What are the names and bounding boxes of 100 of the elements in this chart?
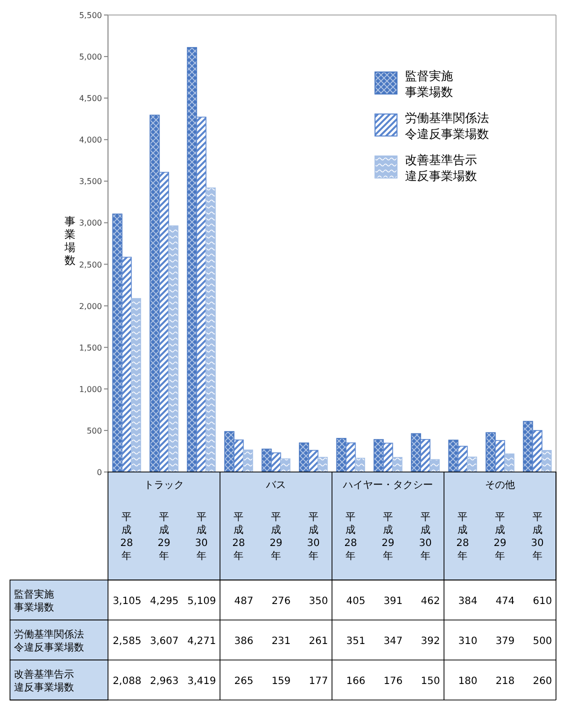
y-tick-label: 1,500	[79, 343, 102, 352]
text: その他	[485, 479, 515, 491]
data-label: 166	[346, 676, 366, 687]
x-tick-label: 平成30年	[418, 512, 432, 562]
bar	[280, 458, 290, 472]
bar	[346, 442, 356, 472]
y-axis-title: 事業場数	[64, 215, 76, 267]
bar	[270, 452, 282, 472]
data-label: 379	[496, 636, 515, 647]
bar	[494, 440, 506, 472]
data-label: 2,088	[112, 676, 142, 687]
y-tick-label: 5,500	[79, 11, 102, 20]
text: ハイヤー・タクシー	[342, 480, 433, 491]
bar	[186, 47, 198, 472]
bar	[234, 440, 244, 472]
data-label: 4,271	[187, 636, 216, 647]
bar	[430, 459, 440, 472]
x-tick-label: 平成28年	[120, 512, 134, 562]
data-label: 231	[272, 636, 291, 647]
x-tick-label: 平成29年	[382, 512, 394, 562]
bar	[504, 453, 514, 472]
y-tick-label: 0	[96, 468, 102, 477]
data-label: 610	[532, 596, 552, 607]
bar	[410, 433, 422, 472]
y-tick-label: 500	[86, 426, 102, 436]
y-tick-label: 3,000	[79, 218, 102, 228]
bar	[150, 114, 160, 472]
legend-label: 改善基準告示違反事業場数	[405, 153, 477, 183]
x-tick-label: 平成30年	[530, 512, 544, 562]
data-label: 405	[346, 596, 366, 607]
y-tick-label: 2,500	[79, 260, 102, 270]
x-tick-label: 平成29年	[270, 512, 282, 562]
bar	[112, 214, 122, 472]
data-label: 265	[234, 676, 254, 687]
bar	[122, 256, 132, 472]
data-label: 391	[384, 596, 403, 607]
y-tick-label: 4,000	[79, 136, 102, 145]
y-tick-label: 1,000	[79, 384, 102, 394]
data-label: 386	[234, 636, 254, 647]
y-tick-label: 5,000	[79, 52, 102, 62]
bar	[542, 450, 552, 472]
data-label: 347	[384, 636, 403, 647]
bar	[206, 188, 216, 472]
data-label: 176	[384, 676, 403, 687]
data-label: 500	[532, 636, 552, 647]
bar	[354, 458, 366, 472]
bar	[298, 442, 310, 472]
y-tick-label: 2,000	[79, 302, 102, 311]
data-label: 384	[458, 596, 478, 607]
bar	[522, 420, 534, 472]
data-label: 351	[346, 636, 366, 647]
data-label: 487	[234, 596, 254, 607]
bar	[242, 450, 254, 472]
x-tick-label: 平成28年	[232, 512, 246, 562]
data-label: 159	[272, 676, 291, 687]
bar	[466, 456, 478, 472]
text: トラック	[144, 480, 184, 491]
x-tick-label: 平成28年	[344, 512, 358, 562]
y-tick-label: 3,500	[79, 177, 102, 186]
data-label: 474	[496, 596, 515, 607]
bar	[168, 225, 178, 472]
data-label: 261	[308, 636, 328, 647]
x-tick-label: 平成30年	[306, 512, 320, 562]
x-tick-label: 平成29年	[494, 512, 506, 562]
y-tick-label: 4,500	[79, 94, 102, 104]
legend-label: 労働基準関係法令違反事業場数	[405, 111, 489, 141]
bar	[382, 442, 394, 472]
text: 監督実施事業場数	[14, 590, 54, 614]
bar	[420, 439, 430, 472]
data-label: 3,105	[112, 596, 142, 607]
bar	[318, 456, 328, 472]
bar	[486, 432, 496, 472]
data-label: 260	[532, 676, 552, 687]
x-tick-label: 平成30年	[194, 512, 208, 562]
text: バス	[265, 480, 286, 491]
data-label: 392	[420, 636, 440, 647]
data-label: 3,607	[150, 636, 179, 647]
bar	[130, 298, 142, 472]
data-label: 4,295	[150, 596, 179, 607]
x-tick-label: 平成29年	[158, 512, 170, 562]
data-label: 276	[272, 596, 291, 607]
bar	[158, 172, 170, 472]
bar	[196, 116, 206, 472]
bar	[458, 446, 468, 472]
data-label: 350	[308, 596, 328, 607]
data-label: 150	[420, 676, 440, 687]
data-label: 310	[458, 636, 478, 647]
x-tick-label: 平成28年	[456, 512, 470, 562]
data-label: 462	[420, 596, 440, 607]
data-label: 218	[496, 676, 515, 687]
text: 改善基準告示違反事業場数	[14, 670, 74, 694]
bar	[532, 430, 542, 472]
data-label: 180	[458, 676, 478, 687]
data-label: 177	[308, 676, 328, 687]
bar	[374, 439, 384, 472]
legend-label: 監督実施事業場数	[405, 69, 453, 99]
data-label: 5,109	[187, 596, 216, 607]
data-label: 3,419	[187, 676, 216, 687]
text: 労働基準関係法令違反事業場数	[14, 630, 84, 654]
data-label: 2,585	[112, 636, 142, 647]
